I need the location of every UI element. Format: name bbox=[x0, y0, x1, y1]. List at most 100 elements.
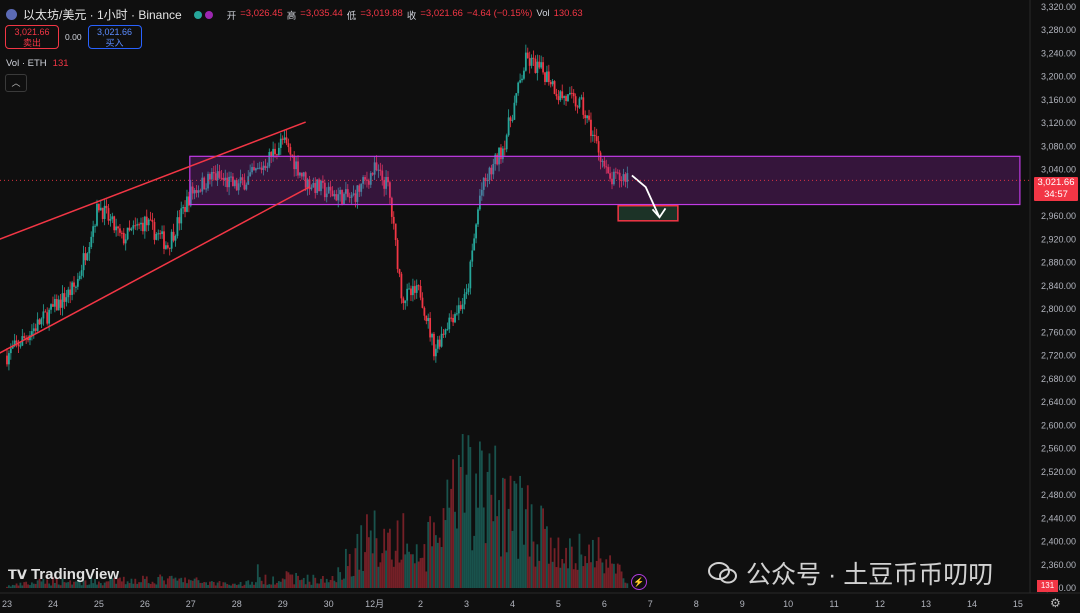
volume-bar bbox=[86, 585, 89, 588]
candle-body bbox=[184, 207, 186, 212]
candle-body bbox=[153, 222, 156, 240]
symbol-title[interactable]: 以太坊/美元 · 1小时 · Binance bbox=[23, 8, 182, 22]
candle-body bbox=[618, 172, 621, 181]
candle-body bbox=[530, 57, 533, 66]
volume-bar bbox=[262, 584, 265, 588]
arrow-head bbox=[651, 207, 667, 219]
candle-body bbox=[80, 270, 83, 276]
volume-bar bbox=[599, 558, 602, 588]
volume-bar bbox=[542, 508, 544, 588]
candle-body bbox=[105, 205, 108, 209]
candle-body bbox=[143, 216, 146, 232]
candle-body bbox=[486, 180, 489, 182]
candle-body bbox=[201, 177, 204, 192]
candle-body bbox=[482, 177, 485, 190]
candle-body bbox=[322, 180, 324, 183]
candle-body bbox=[331, 190, 334, 197]
volume-bar bbox=[385, 550, 387, 588]
candle-body bbox=[312, 183, 315, 188]
candle-body bbox=[595, 136, 598, 142]
candle-body bbox=[411, 286, 414, 296]
volume-bar bbox=[479, 441, 481, 588]
candle-body bbox=[17, 342, 20, 347]
volume-legend[interactable]: Vol · ETH 131 bbox=[6, 58, 69, 69]
close-label: 收 bbox=[406, 10, 417, 22]
volume-bar bbox=[143, 578, 146, 588]
candle-body bbox=[501, 148, 504, 160]
tradingview-logo[interactable]: 𝗧𝗩 TradingView bbox=[8, 566, 119, 583]
volume-bar bbox=[13, 585, 16, 588]
candle-body bbox=[86, 253, 89, 261]
candle-body bbox=[71, 282, 73, 295]
volume-bar bbox=[272, 576, 275, 588]
candle-body bbox=[140, 222, 142, 225]
volume-bar bbox=[454, 511, 456, 588]
low-label: 低 bbox=[346, 10, 357, 22]
candle-body bbox=[620, 180, 623, 182]
volume-bar bbox=[124, 584, 127, 588]
candle-body bbox=[471, 250, 474, 262]
volume-bar bbox=[155, 584, 158, 588]
candle-body bbox=[115, 226, 118, 231]
x-tick-label: 23 bbox=[2, 599, 12, 609]
candle-body bbox=[32, 328, 35, 332]
volume-bar bbox=[268, 584, 271, 588]
buy-button[interactable]: 3,021.66 买入 bbox=[87, 25, 142, 49]
volume-bar bbox=[314, 577, 317, 588]
trendline bbox=[0, 121, 306, 240]
sell-button[interactable]: 3,021.66 卖出 bbox=[5, 25, 59, 49]
candle-body bbox=[362, 177, 365, 184]
candle-body bbox=[291, 154, 294, 156]
candle-body bbox=[96, 203, 98, 226]
x-tick-label: 12月 bbox=[365, 599, 384, 609]
lightning-icon[interactable]: ⚡ bbox=[631, 574, 647, 590]
candle-body bbox=[586, 115, 589, 119]
volume-bar bbox=[588, 544, 590, 588]
volume-bar bbox=[555, 567, 558, 588]
x-tick-label: 10 bbox=[783, 599, 793, 609]
candle-body bbox=[191, 186, 194, 194]
volume-bar bbox=[427, 521, 430, 588]
x-tick-label: 14 bbox=[967, 599, 977, 609]
volume-bar bbox=[396, 520, 399, 588]
candle-body bbox=[574, 96, 577, 107]
candle-body bbox=[132, 225, 135, 229]
candle-body bbox=[442, 333, 445, 335]
volume-bar bbox=[232, 583, 234, 588]
volume-bar bbox=[138, 582, 141, 588]
x-tick-label: 26 bbox=[140, 599, 150, 609]
volume-bar bbox=[613, 563, 615, 588]
candle-body bbox=[327, 186, 330, 194]
sync-icon bbox=[204, 10, 213, 19]
candle-body bbox=[249, 172, 252, 177]
volume-bar bbox=[38, 578, 41, 588]
volume-bar bbox=[609, 555, 611, 588]
volume-bar bbox=[523, 544, 525, 588]
volume-bar bbox=[159, 574, 162, 588]
volume-bar bbox=[21, 585, 24, 588]
market-status[interactable] bbox=[193, 10, 213, 19]
candle-body bbox=[203, 177, 206, 190]
volume-bar bbox=[410, 554, 412, 588]
candle-body bbox=[348, 196, 351, 198]
volume-bar bbox=[98, 581, 100, 588]
candle-body bbox=[122, 232, 125, 244]
volume-bar bbox=[457, 454, 460, 588]
volume-bar bbox=[130, 578, 133, 588]
volume-bar bbox=[88, 584, 91, 588]
sell-price: 3,021.66 bbox=[14, 27, 50, 37]
volume-bar bbox=[620, 571, 623, 588]
chevron-up-icon[interactable]: ︿ bbox=[5, 74, 27, 92]
y-tick-label: 3,320.00 bbox=[1041, 2, 1076, 12]
candle-body bbox=[44, 311, 47, 313]
volume-bar bbox=[235, 584, 238, 588]
volume-bar bbox=[616, 563, 619, 588]
volume-bar bbox=[25, 581, 28, 588]
volume-bar bbox=[61, 578, 64, 588]
candle-body bbox=[503, 148, 506, 150]
volume-bar bbox=[605, 559, 608, 588]
gear-icon[interactable]: ⚙ bbox=[1050, 596, 1061, 610]
volume-bar bbox=[626, 583, 629, 588]
volume-bar bbox=[559, 567, 562, 588]
